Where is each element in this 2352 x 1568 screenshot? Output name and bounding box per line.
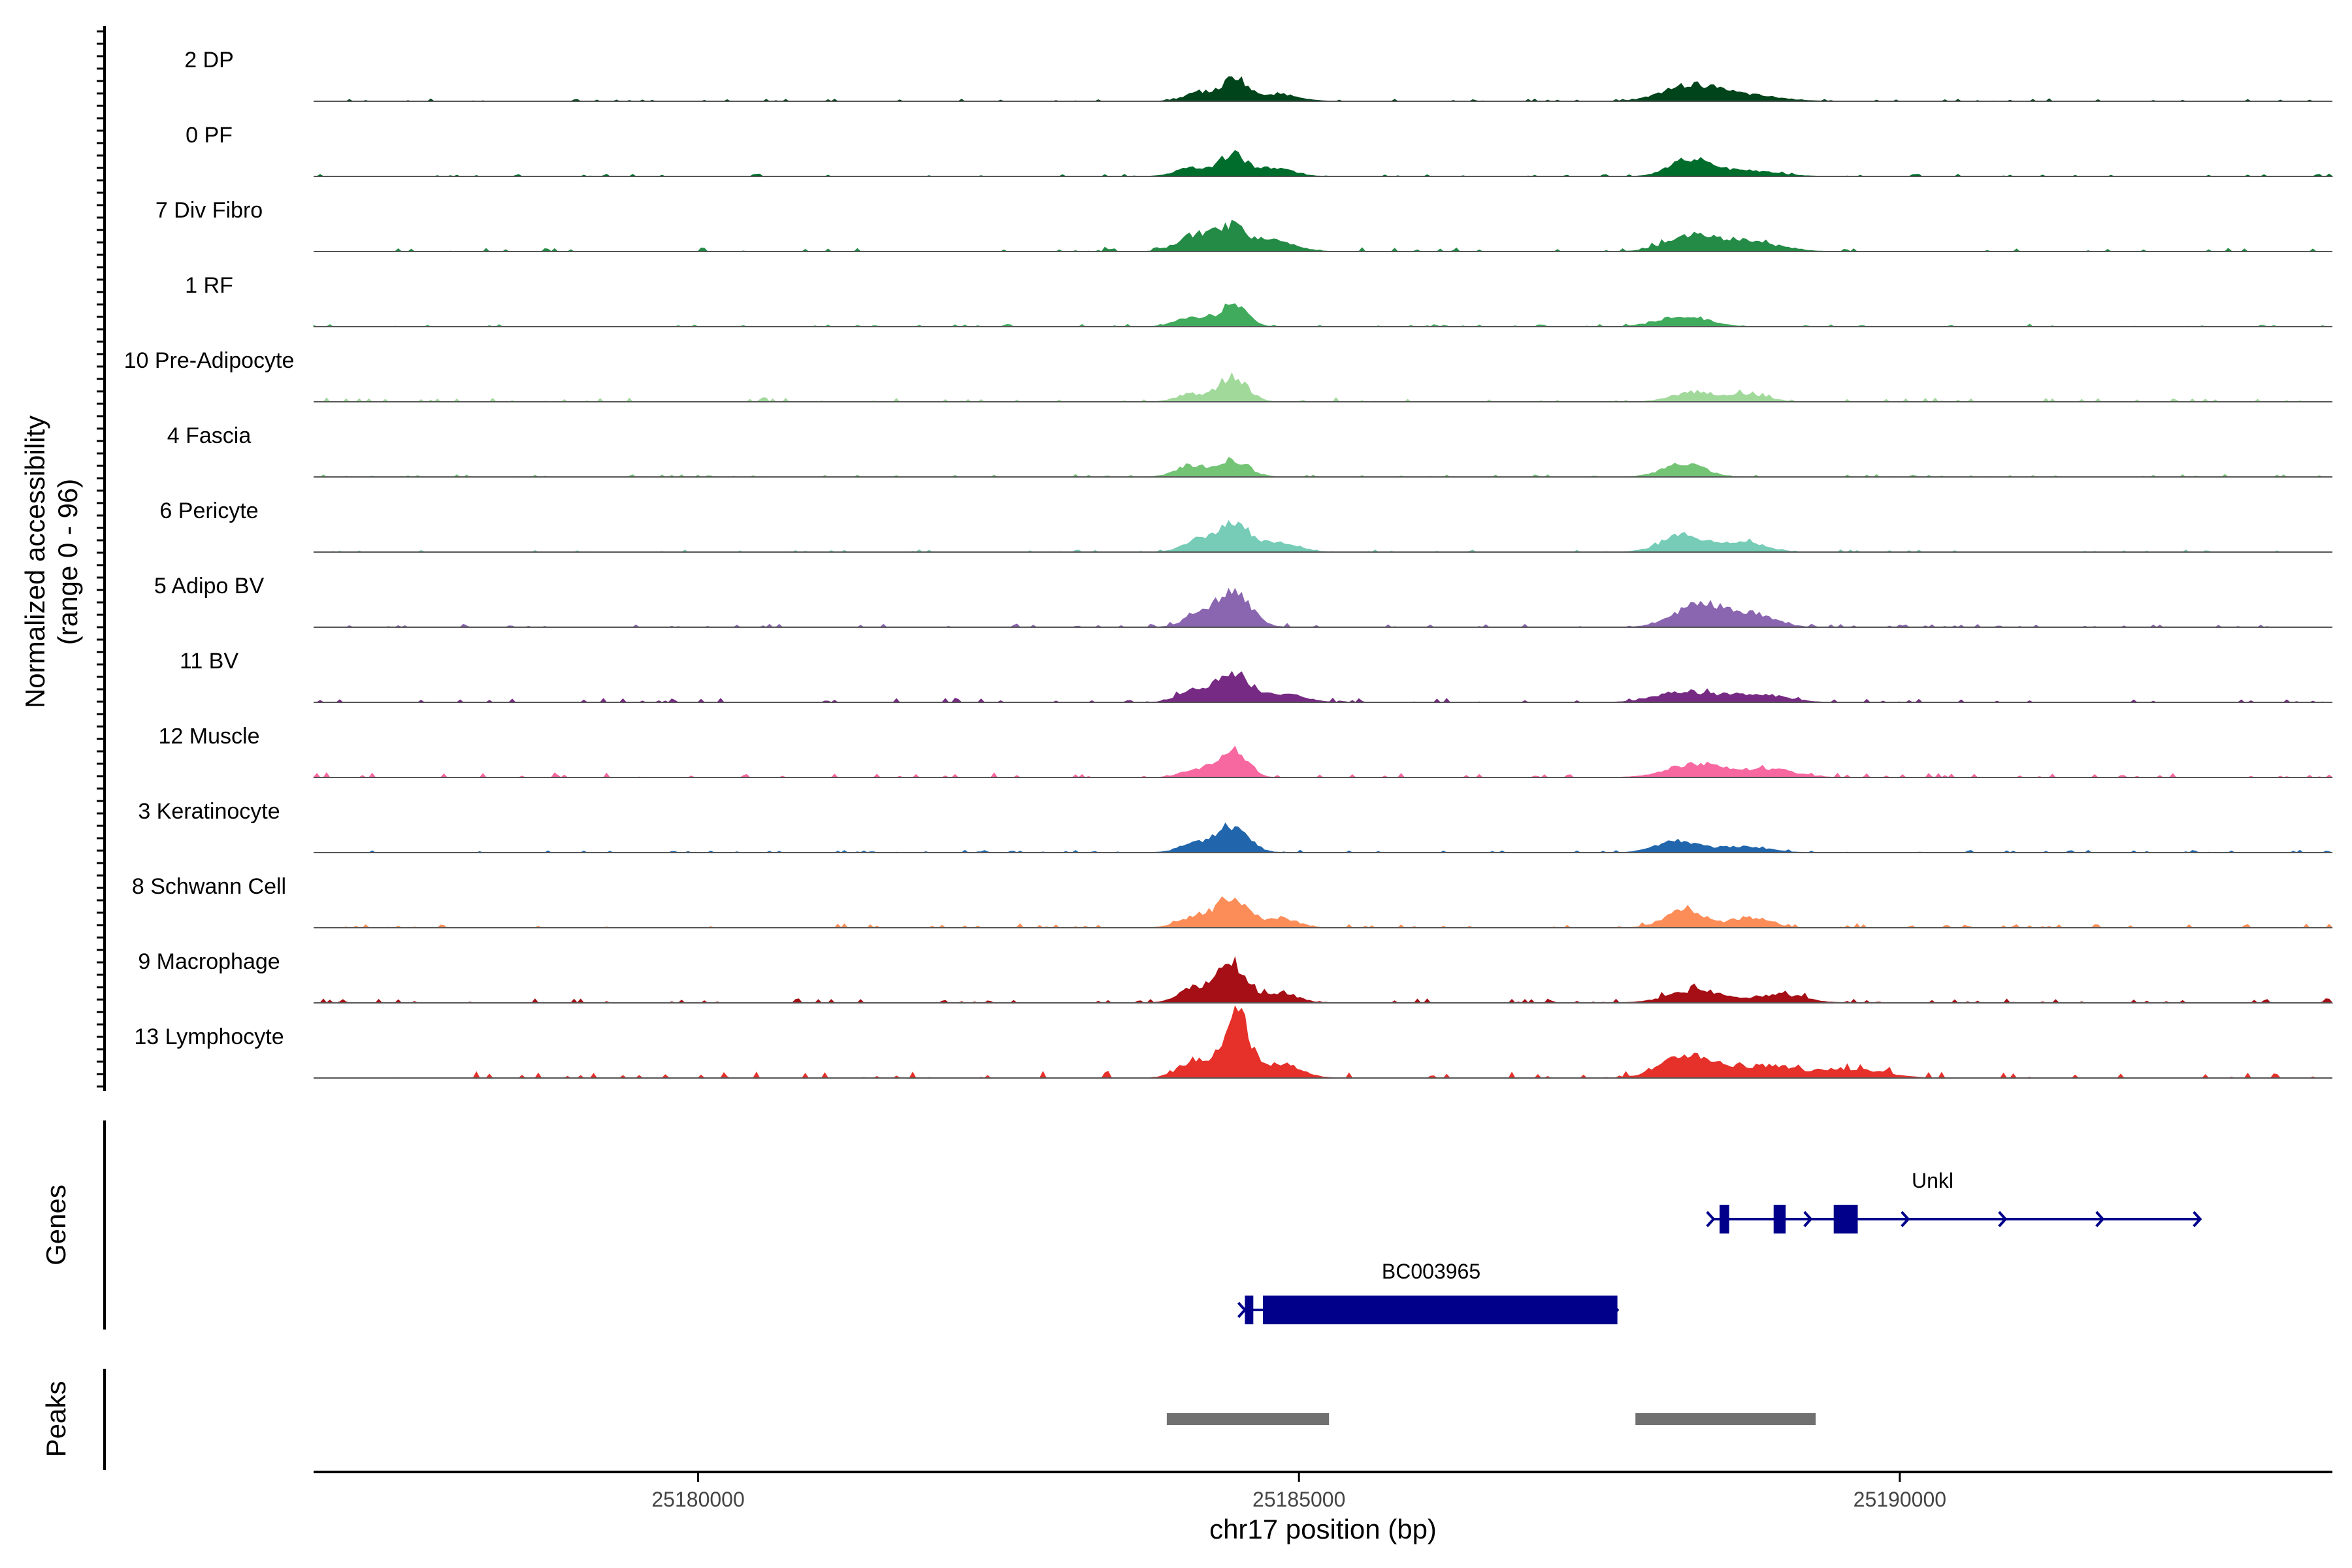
x-tick-label: 25190000 [1854, 1488, 1946, 1511]
gene-exon [1245, 1296, 1254, 1324]
gene-label: BC003965 [1382, 1260, 1480, 1283]
track-8-schwann-cell: 8 Schwann Cell [132, 874, 2334, 928]
track-label: 10 Pre-Adipocyte [124, 348, 295, 373]
gene-exon [1773, 1205, 1786, 1233]
coverage-y-label-line2: (range 0 - 96) [52, 479, 83, 645]
peak-region [1635, 1413, 1816, 1425]
strand-arrow [1901, 1211, 1910, 1228]
track-0-pf: 0 PF [186, 123, 2334, 177]
peak-region [1166, 1413, 1330, 1425]
track-label: 4 Fascia [167, 423, 252, 448]
strand-arrow [1803, 1211, 1813, 1228]
track-10-pre-adipocyte: 10 Pre-Adipocyte [124, 348, 2332, 402]
track-7-div-fibro: 7 Div Fibro [155, 198, 2332, 252]
gene-bc003965: BC003965 [1237, 1260, 1620, 1324]
gene-label: Unkl [1912, 1169, 1953, 1192]
track-2-dp: 2 DP [184, 48, 2332, 102]
track-label: 8 Schwann Cell [132, 874, 286, 899]
coverage-y-axis [97, 26, 106, 1091]
track-9-macrophage: 9 Macrophage [138, 949, 2334, 1004]
x-axis-label: chr17 position (bp) [1209, 1514, 1437, 1544]
genes-panel-label: Genes [41, 1184, 71, 1266]
track-6-pericyte: 6 Pericyte [159, 498, 2332, 553]
track-label: 12 Muscle [159, 724, 260, 749]
strand-arrow [2193, 1211, 2202, 1228]
track-label: 1 RF [185, 273, 233, 298]
track-13-lymphocyte: 13 Lymphocyte [134, 1005, 2332, 1079]
track-label: 3 Keratinocyte [138, 799, 280, 824]
peak-regions [1166, 1413, 1816, 1425]
track-4-fascia: 4 Fascia [167, 423, 2332, 478]
x-tick-label: 25185000 [1252, 1488, 1345, 1511]
gene-annotations: Unkl BC003965 [1237, 1169, 2202, 1324]
track-3-keratinocyte: 3 Keratinocyte [138, 799, 2333, 853]
x-tick-label: 25180000 [651, 1488, 744, 1511]
track-label: 11 BV [180, 649, 238, 674]
track-11-bv: 11 BV [180, 649, 2332, 703]
track-label: 0 PF [186, 123, 233, 148]
strand-arrow [1706, 1211, 1716, 1228]
track-label: 7 Div Fibro [155, 198, 263, 223]
track-label: 9 Macrophage [138, 949, 280, 974]
gene-exon [1263, 1296, 1618, 1324]
strand-arrow [2095, 1211, 2105, 1228]
x-axis-ticks: 25180000 25185000 25190000 [651, 1472, 1946, 1511]
track-label: 6 Pericyte [159, 498, 258, 523]
track-12-muscle: 12 Muscle [159, 724, 2334, 778]
coverage-tracks: 2 DP 0 PF 7 Div Fibro 1 RF 10 Pre-Adipocyte 4… [124, 48, 2334, 1079]
track-5-adipo-bv: 5 Adipo BV [154, 574, 2332, 628]
track-label: 13 Lymphocyte [134, 1024, 284, 1049]
peaks-panel-label: Peaks [41, 1381, 71, 1458]
gene-exon [1833, 1205, 1858, 1233]
gene-exon [1719, 1205, 1729, 1233]
track-1-rf: 1 RF [185, 273, 2332, 327]
gene-unkl: Unkl [1706, 1169, 2202, 1233]
track-label: 2 DP [184, 48, 234, 73]
strand-arrow [1998, 1211, 2008, 1228]
track-label: 5 Adipo BV [154, 574, 265, 598]
coverage-y-label-line1: Normalized accessibility [20, 416, 50, 708]
